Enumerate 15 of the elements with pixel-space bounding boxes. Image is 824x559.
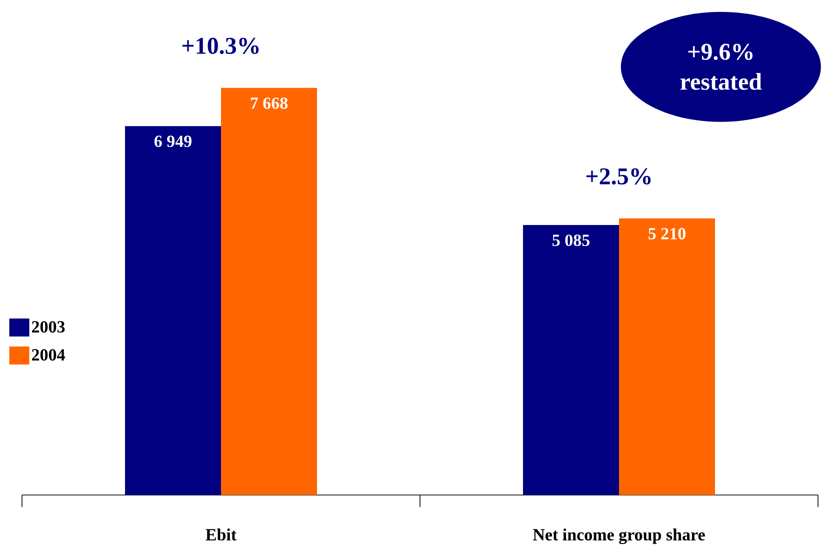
data-label: 5 085 — [552, 234, 590, 246]
legend-label: 2004 — [32, 349, 65, 361]
x-tick-label: Net income group share — [533, 528, 705, 544]
data-label: 6 949 — [154, 136, 192, 148]
data-label: 5 210 — [648, 228, 686, 240]
bar — [221, 88, 318, 495]
annotation: +2.5% — [586, 168, 651, 185]
x-tick-label: Ebit — [206, 528, 237, 540]
bar — [619, 218, 715, 495]
text: +10.3% — [182, 38, 259, 54]
bar — [125, 126, 222, 495]
annotation: +9.6% restated — [680, 44, 762, 90]
bar — [523, 225, 620, 495]
data-label: 7 668 — [250, 97, 288, 109]
legend-label: 2003 — [32, 321, 65, 333]
